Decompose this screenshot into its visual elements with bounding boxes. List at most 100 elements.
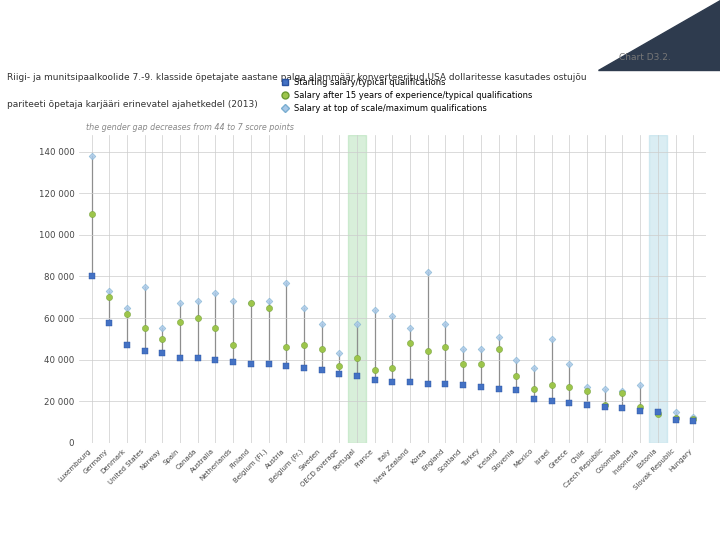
Point	[210, 289, 221, 298]
Point	[546, 380, 557, 389]
Legend: Starting salary/typical qualifications, Salary after 15 years of experience/typi: Starting salary/typical qualifications, …	[278, 75, 535, 116]
Point	[157, 324, 168, 333]
Point	[688, 413, 699, 421]
Point	[139, 324, 150, 333]
Point	[210, 324, 221, 333]
Point	[546, 334, 557, 343]
Point	[192, 297, 204, 306]
Point	[174, 353, 186, 362]
Point	[616, 404, 628, 413]
Point	[581, 387, 593, 395]
Bar	[348, 135, 366, 443]
Point	[688, 417, 699, 426]
Point	[492, 333, 504, 341]
Point	[457, 360, 469, 368]
Point	[475, 382, 487, 391]
Point	[263, 360, 274, 368]
Text: Chart D3.2.: Chart D3.2.	[619, 53, 671, 62]
Point	[104, 287, 115, 295]
Point	[422, 268, 433, 276]
Point	[281, 343, 292, 352]
Point	[298, 303, 310, 312]
Point	[86, 152, 97, 160]
Point	[121, 341, 132, 349]
Point	[564, 382, 575, 391]
Point	[528, 363, 540, 372]
Bar	[649, 135, 667, 443]
Point	[245, 299, 256, 308]
Point	[670, 407, 681, 416]
Point	[581, 382, 593, 391]
Polygon shape	[598, 0, 720, 70]
Point	[670, 416, 681, 424]
Point	[510, 355, 522, 364]
Point	[457, 380, 469, 389]
Point	[616, 389, 628, 397]
Point	[245, 299, 256, 308]
Point	[139, 347, 150, 356]
Point	[86, 210, 97, 218]
Point	[528, 384, 540, 393]
Point	[492, 345, 504, 354]
Point	[475, 345, 487, 354]
Point	[546, 397, 557, 406]
Point	[599, 384, 611, 393]
Point	[492, 384, 504, 393]
Point	[333, 362, 345, 370]
Point	[281, 362, 292, 370]
Point	[510, 372, 522, 381]
Point	[422, 347, 433, 356]
Point	[157, 334, 168, 343]
Point	[599, 401, 611, 410]
Point	[157, 349, 168, 357]
Point	[564, 360, 575, 368]
Point	[139, 282, 150, 291]
Point	[228, 297, 239, 306]
Point	[369, 376, 380, 384]
Point	[422, 379, 433, 388]
Point	[387, 378, 398, 387]
Point	[316, 320, 328, 328]
Point	[387, 312, 398, 320]
Point	[634, 406, 646, 415]
Point	[86, 272, 97, 281]
Point	[634, 380, 646, 389]
Point	[351, 372, 363, 381]
Point	[405, 339, 416, 347]
Point	[369, 366, 380, 374]
Point	[174, 299, 186, 308]
Point	[599, 403, 611, 412]
Point	[440, 343, 451, 352]
Point	[405, 324, 416, 333]
Point	[298, 341, 310, 349]
Text: pariteeti õpetaja karjääri erinevatel ajahetkedel (2013): pariteeti õpetaja karjääri erinevatel aj…	[7, 100, 258, 109]
Point	[333, 370, 345, 379]
Point	[581, 401, 593, 410]
Point	[281, 278, 292, 287]
Point	[316, 366, 328, 374]
Point	[564, 399, 575, 408]
Point	[652, 409, 664, 418]
Point	[457, 345, 469, 354]
Point	[316, 345, 328, 354]
Point	[652, 407, 664, 416]
Point	[104, 319, 115, 328]
Point	[616, 387, 628, 395]
Point	[263, 303, 274, 312]
Point	[652, 407, 664, 416]
Point	[528, 395, 540, 403]
Point	[210, 355, 221, 364]
Point	[440, 379, 451, 388]
Point	[369, 306, 380, 314]
Point	[351, 353, 363, 362]
Point	[228, 357, 239, 366]
Point	[688, 415, 699, 423]
Text: the gender gap decreases from 44 to 7 score points: the gender gap decreases from 44 to 7 sc…	[86, 123, 294, 132]
Point	[192, 314, 204, 322]
Text: Riigi- ja munitsipaalkoolide 7.-9. klasside õpetajate aastane palga alammäär kon: Riigi- ja munitsipaalkoolide 7.-9. klass…	[7, 73, 587, 82]
Point	[174, 318, 186, 327]
Point	[333, 349, 345, 357]
Point	[245, 360, 256, 368]
Text: Eesti õpetajate palgaskaala on lühike: Eesti õpetajate palgaskaala on lühike	[14, 26, 365, 44]
Point	[405, 378, 416, 387]
